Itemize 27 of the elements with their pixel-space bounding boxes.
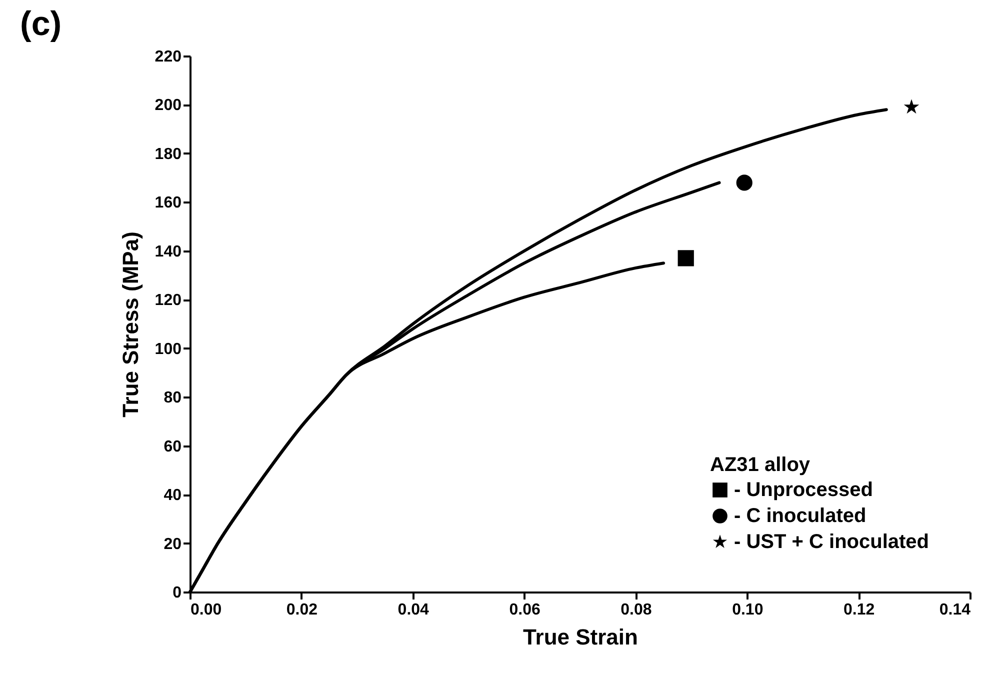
y-tick-label: 60 (164, 438, 182, 456)
x-tick-label: 0.04 (398, 602, 430, 618)
x-tick-label: 0.10 (732, 602, 764, 618)
y-tick-label: 80 (164, 390, 182, 407)
y-tick-label: 200 (154, 97, 182, 114)
x-tick-label: 0.12 (844, 602, 875, 618)
legend-label: - UST + C inoculated (734, 531, 930, 553)
legend-title: AZ31 alloy (710, 454, 811, 476)
x-tick-label: 0.06 (509, 602, 540, 618)
x-tick-label: 0.02 (286, 602, 318, 618)
y-tick-label: 180 (154, 146, 182, 163)
y-tick-label: 40 (164, 487, 182, 504)
y-tick-label: 120 (154, 292, 182, 310)
y-tick-label: 140 (154, 243, 182, 260)
y-tick-label: 100 (154, 340, 182, 358)
x-axis-title: True Strain (523, 624, 638, 650)
x-tick-label: 0.14 (939, 602, 971, 618)
x-tick-label: 0.00 (190, 602, 222, 618)
y-tick-label: 220 (154, 48, 182, 66)
legend-label: - Unprocessed (734, 479, 873, 501)
legend-label: - C inoculated (734, 505, 866, 527)
y-tick-label: 160 (154, 194, 182, 212)
text: (c) (20, 5, 62, 43)
x-tick-label: 0.08 (620, 602, 652, 618)
y-tick-label: 20 (164, 536, 182, 553)
y-tick-label: 0 (172, 584, 182, 602)
y-axis-title: True Stress (MPa) (118, 232, 143, 418)
